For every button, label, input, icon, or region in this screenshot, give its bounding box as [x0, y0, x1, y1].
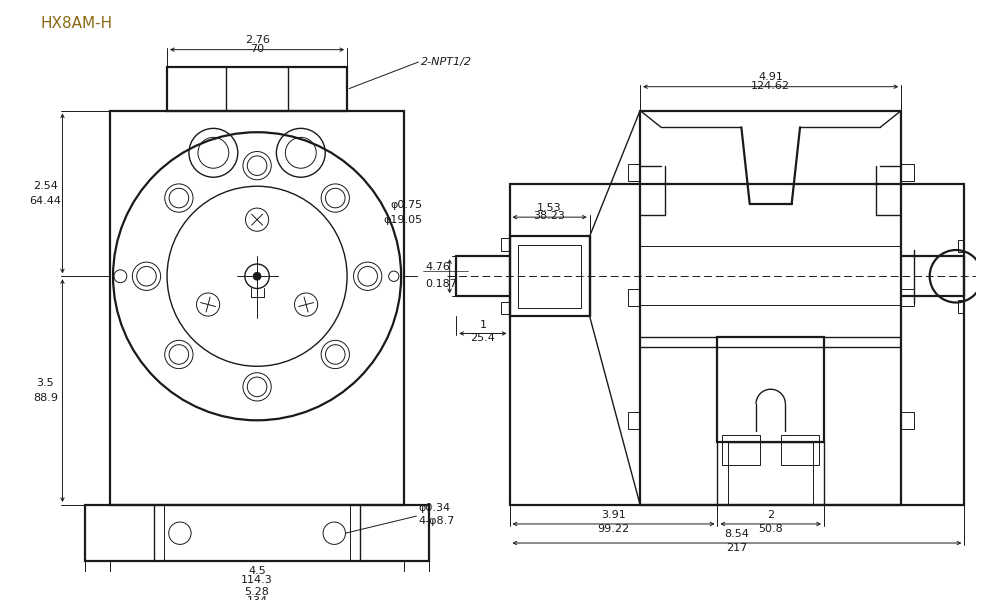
Text: 4-φ8.7: 4-φ8.7	[418, 516, 455, 526]
Bar	[901, 412, 914, 429]
Text: 99.22: 99.22	[597, 524, 630, 534]
Text: φ0.75: φ0.75	[391, 200, 423, 210]
Text: 70: 70	[250, 44, 264, 53]
Bar	[518, 245, 581, 308]
Bar	[958, 301, 964, 313]
Text: 8.54: 8.54	[724, 529, 749, 539]
Bar	[722, 436, 760, 464]
Bar	[628, 412, 640, 429]
Bar	[110, 110, 404, 505]
Bar	[167, 67, 347, 110]
Text: 1: 1	[479, 320, 486, 330]
Bar	[781, 436, 819, 464]
Circle shape	[253, 272, 261, 280]
Text: 4.91: 4.91	[758, 72, 783, 82]
Text: 3.91: 3.91	[601, 511, 626, 520]
Bar	[510, 184, 964, 505]
Text: 134: 134	[247, 596, 268, 600]
Text: 114.3: 114.3	[241, 575, 273, 584]
Text: 4.5: 4.5	[248, 566, 266, 576]
Text: 1.53: 1.53	[537, 203, 562, 212]
Text: 64.44: 64.44	[29, 196, 61, 206]
Text: 2.54: 2.54	[33, 181, 58, 191]
Bar	[901, 164, 914, 181]
Text: 124.62: 124.62	[751, 81, 790, 91]
Text: 5.28: 5.28	[245, 587, 270, 597]
Text: 0.187: 0.187	[425, 279, 457, 289]
Bar	[628, 289, 640, 305]
Text: 3.5: 3.5	[36, 378, 54, 388]
Text: 2-NPT1/2: 2-NPT1/2	[421, 57, 472, 67]
Text: φ0.34: φ0.34	[418, 503, 450, 514]
Text: 88.9: 88.9	[33, 393, 58, 403]
Text: 2: 2	[767, 511, 774, 520]
Bar	[501, 238, 510, 251]
Text: 50.8: 50.8	[758, 524, 783, 534]
Text: 38.23: 38.23	[534, 211, 566, 221]
Bar	[958, 239, 964, 252]
Bar	[510, 236, 590, 316]
Text: 2.76: 2.76	[245, 35, 270, 45]
Text: 217: 217	[726, 543, 748, 553]
Text: 4.76: 4.76	[425, 262, 450, 272]
Text: 25.4: 25.4	[470, 334, 495, 343]
Text: HX8AM-H: HX8AM-H	[41, 16, 113, 31]
Text: φ19.05: φ19.05	[384, 215, 423, 225]
Bar	[628, 164, 640, 181]
Bar	[501, 302, 510, 314]
Bar	[85, 505, 429, 562]
Bar	[717, 337, 824, 442]
Bar	[901, 289, 914, 305]
